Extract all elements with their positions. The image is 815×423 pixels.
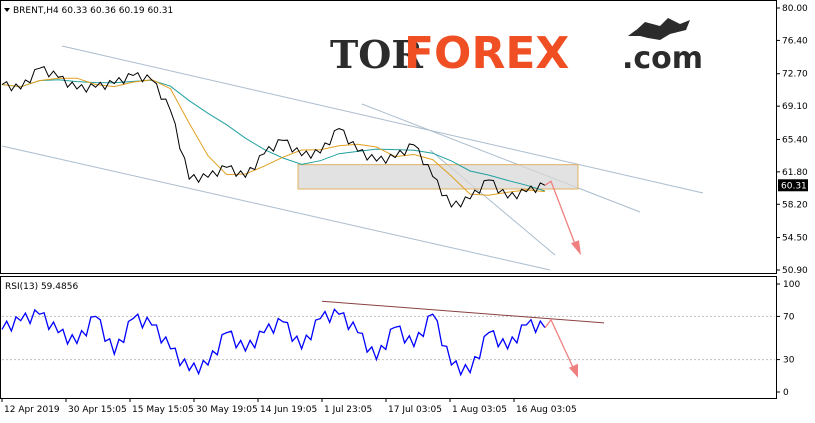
resistance-zone — [297, 164, 579, 190]
price-tick-label: 80.00 — [782, 4, 808, 14]
time-axis: 12 Apr 2019 30 Apr 15:05 15 May 15:05 30 Ma… — [1, 398, 577, 415]
rsi-axis: 100 70 30 0 — [776, 280, 800, 398]
bull-bear-icon — [628, 18, 690, 40]
rsi-series — [1, 300, 775, 378]
logo-text-com: .com — [622, 41, 703, 76]
symbol-header: BRENT,H4 60.33 60.36 60.19 60.31 — [4, 6, 173, 16]
price-tick-label: 54.50 — [782, 234, 808, 244]
time-tick-label: 17 Jul 03:05 — [388, 405, 442, 415]
time-tick-label: 1 Aug 03:05 — [452, 405, 507, 415]
rsi-tick-label: 30 — [783, 356, 795, 366]
price-tick-label: 50.90 — [782, 266, 808, 276]
price-tick-label: 76.40 — [782, 36, 808, 46]
ma-fast-line — [1, 77, 546, 196]
ma-slow-line — [1, 79, 546, 192]
time-tick-label: 14 Jun 19:05 — [260, 405, 317, 415]
rsi-tick-label: 70 — [783, 312, 795, 322]
time-tick-label: 12 Apr 2019 — [4, 405, 60, 415]
price-tick-label: 65.40 — [782, 135, 808, 145]
dropdown-triangle-icon[interactable] — [4, 8, 10, 12]
time-tick-label: 30 Apr 15:05 — [68, 405, 127, 415]
price-tick-label: 72.70 — [782, 70, 808, 80]
torforex-logo: TOR FOREX .com — [330, 18, 703, 79]
price-tick-label: 69.10 — [782, 102, 808, 112]
resistance-zone-rect — [297, 164, 579, 190]
trend-line — [61, 45, 704, 194]
price-forecast-arrow-head — [571, 240, 581, 256]
trend-line — [1, 145, 551, 271]
symbol-ohlc-text: BRENT,H4 60.33 60.36 60.19 60.31 — [13, 6, 173, 16]
time-tick-label: 30 May 19:05 — [196, 405, 258, 415]
time-tick-label: 15 May 15:05 — [132, 405, 194, 415]
current-price-label: 60.31 — [781, 181, 807, 191]
price-tick-label: 58.20 — [782, 200, 808, 210]
price-axis: 80.00 76.40 72.70 69.10 65.40 61.80 58.20 54.50… — [776, 4, 808, 276]
price-series — [1, 65, 546, 208]
logo-text-forex: FOREX — [404, 28, 569, 79]
rsi-line — [1, 308, 546, 377]
trend-line — [361, 103, 641, 213]
rsi-tick-label: 100 — [783, 280, 800, 290]
main-pane-frame — [0, 0, 777, 274]
rsi-header-text: RSI(13) 59.4856 — [5, 282, 78, 292]
rsi-forecast-arrow-line — [544, 318, 576, 373]
time-tick-label: 1 Jul 23:05 — [324, 405, 372, 415]
time-tick-label: 16 Aug 03:05 — [516, 405, 577, 415]
current-price-box — [778, 179, 808, 192]
price-forecast-arrow-line — [544, 180, 578, 250]
forecast-arrows — [544, 180, 581, 256]
rsi-resistance-line — [321, 300, 605, 324]
price-line — [1, 65, 546, 208]
moving-averages — [1, 77, 546, 196]
logo-text-tor: TOR — [330, 32, 423, 77]
price-tick-label: 61.80 — [782, 168, 808, 178]
rsi-tick-label: 0 — [783, 388, 789, 398]
rsi-forecast-arrow-head — [569, 363, 578, 378]
